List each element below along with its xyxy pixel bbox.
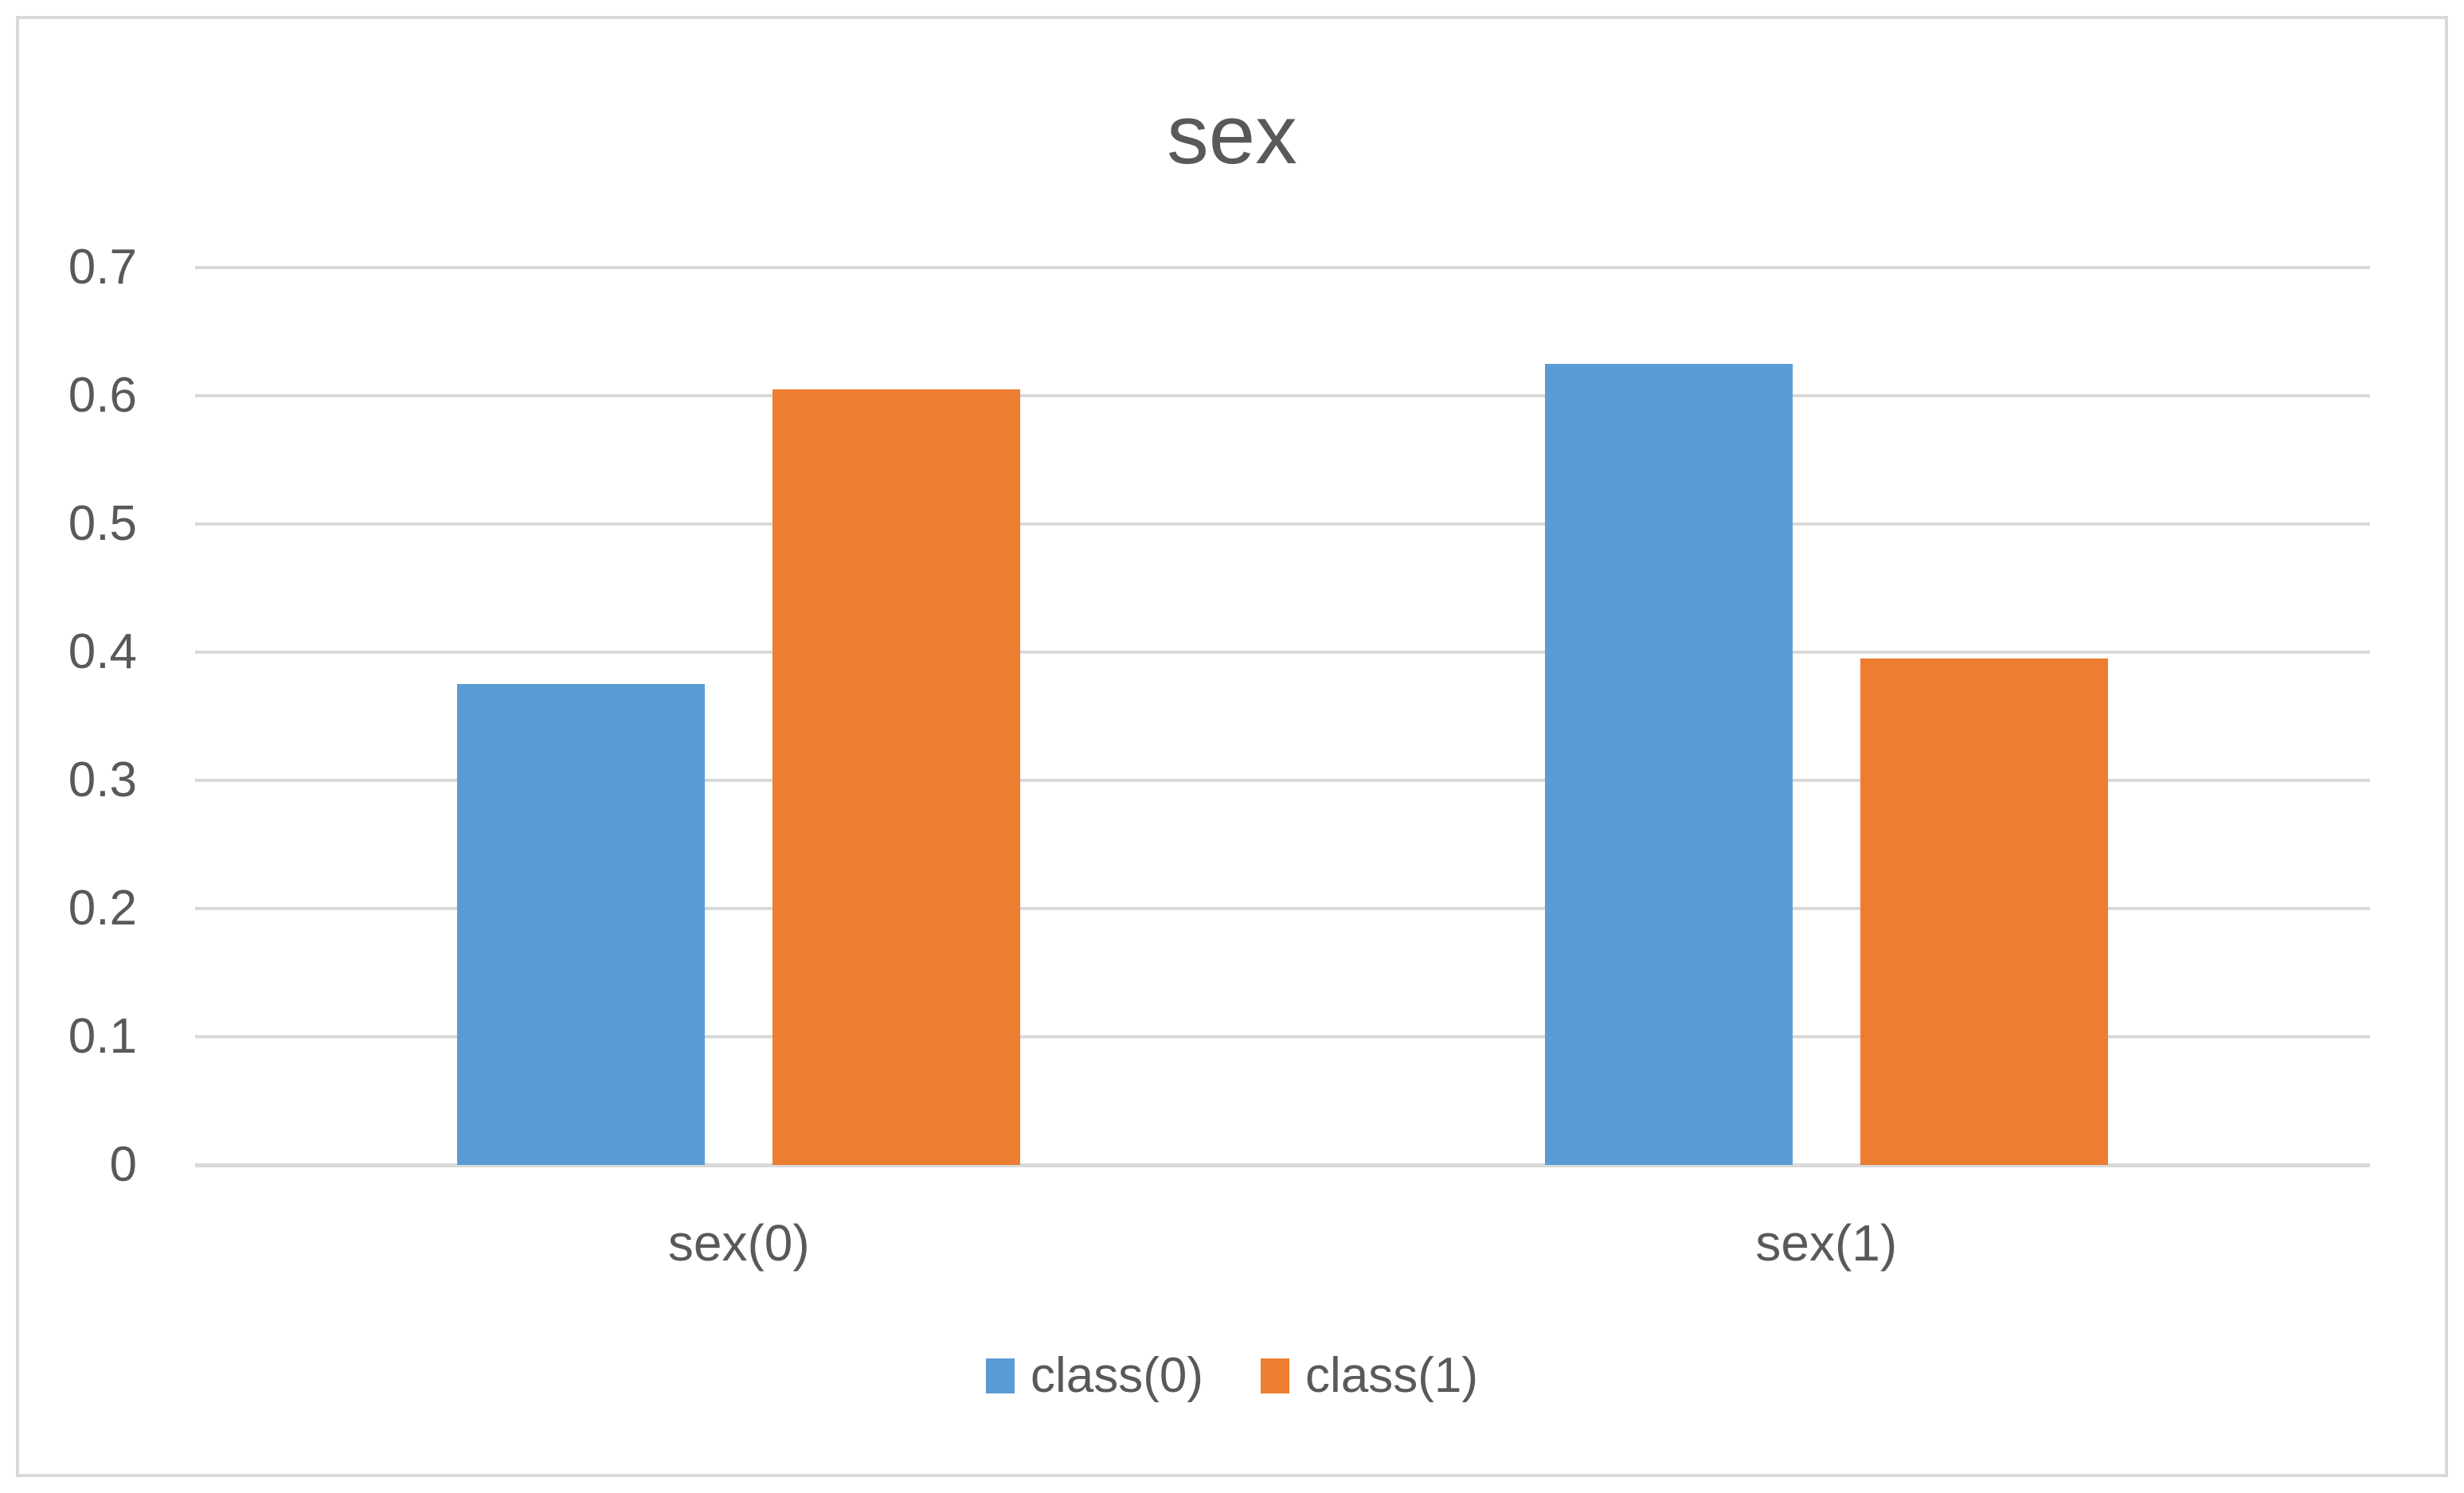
legend-item: class(1) <box>1261 1344 1478 1408</box>
y-tick-label: 0.3 <box>68 752 137 807</box>
y-tick-label: 0.4 <box>68 624 137 679</box>
legend-item: class(0) <box>985 1344 1203 1408</box>
legend-swatch <box>1261 1358 1289 1393</box>
gridline <box>195 1035 2370 1038</box>
gridline <box>195 651 2370 654</box>
gridline <box>195 907 2370 910</box>
gridline <box>195 779 2370 782</box>
category-label: sex(1) <box>1755 1214 1898 1272</box>
bar <box>772 389 1021 1165</box>
y-tick-label: 0.6 <box>68 368 137 423</box>
bar <box>1544 363 1793 1165</box>
chart-title: sex <box>1167 88 1297 182</box>
y-tick-label: 0.7 <box>68 240 137 295</box>
legend-label: class(1) <box>1305 1348 1479 1403</box>
bar <box>1860 659 2108 1165</box>
x-axis-line <box>195 1163 2370 1167</box>
gridline <box>195 266 2370 269</box>
y-tick-label: 0.1 <box>68 1009 137 1064</box>
legend-label: class(0) <box>1030 1348 1203 1403</box>
gridline <box>195 394 2370 397</box>
y-tick-label: 0 <box>109 1137 137 1192</box>
gridline <box>195 522 2370 526</box>
category-label: sex(0) <box>667 1214 810 1272</box>
y-tick-label: 0.5 <box>68 496 137 551</box>
legend-swatch <box>985 1358 1015 1393</box>
y-tick-label: 0.2 <box>68 881 137 936</box>
bar <box>457 684 706 1165</box>
legend: class(0) class(1) <box>0 1344 2464 1408</box>
